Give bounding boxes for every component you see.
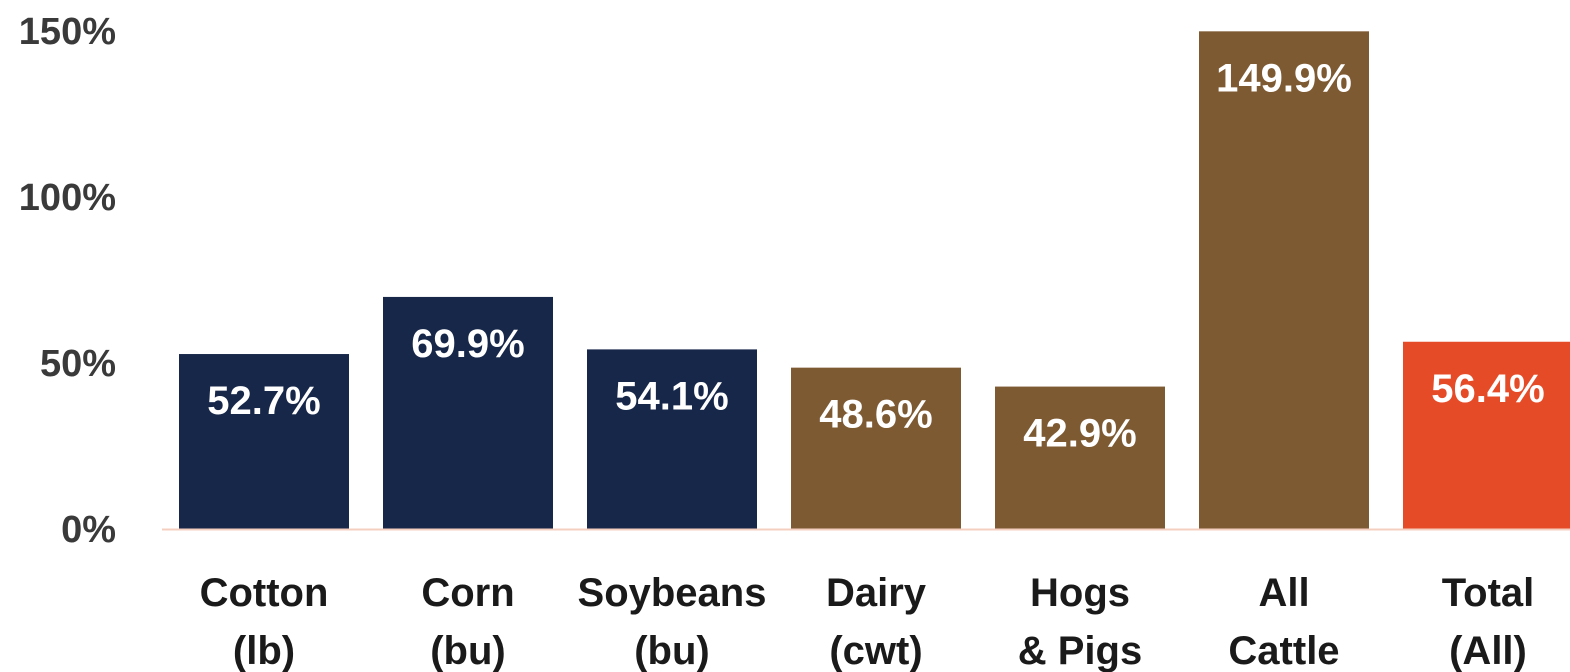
x-tick-label: Dairy: [826, 571, 927, 615]
x-tick-label: (cwt): [829, 629, 922, 672]
x-axis: Cotton (lb) Corn (bu) Soybeans (bu) Dairy (cwt)…: [200, 571, 1535, 672]
data-label: 48.6%: [819, 393, 932, 437]
bar: [995, 386, 1165, 529]
bar: [383, 296, 553, 529]
x-tick-label: Hogs: [1030, 571, 1130, 615]
data-label: 149.9%: [1216, 56, 1352, 100]
x-tick-label: Corn: [421, 571, 514, 615]
x-tick-label: (bu): [430, 629, 506, 672]
data-label: 69.9%: [411, 322, 524, 366]
x-tick-label: & Pigs: [1018, 629, 1142, 672]
y-axis: 0% 50% 100% 150%: [19, 11, 116, 551]
y-tick-label: 100%: [19, 177, 116, 219]
x-tick-label: Cotton: [200, 571, 329, 615]
x-tick-label: All: [1258, 571, 1309, 615]
bar: [587, 349, 757, 529]
x-tick-label: Soybeans: [578, 571, 767, 615]
data-label: 42.9%: [1023, 412, 1136, 456]
y-tick-label: 50%: [40, 343, 116, 385]
x-tick-label: Total: [1442, 571, 1535, 615]
x-tick-label: (All): [1449, 629, 1527, 672]
bar: [791, 367, 961, 529]
bar: [1403, 341, 1570, 529]
data-label: 52.7%: [207, 379, 320, 423]
data-label: 54.1%: [615, 374, 728, 418]
bar: [179, 354, 349, 529]
x-tick-label: Cattle: [1228, 629, 1339, 672]
data-label: 56.4%: [1431, 367, 1544, 411]
bars: 52.7% 69.9% 54.1% 48.6% 42.9% 149.9% 56.4%: [179, 31, 1570, 529]
x-tick-label: (bu): [634, 629, 710, 672]
y-tick-label: 0%: [61, 509, 116, 551]
x-tick-label: (lb): [233, 629, 295, 672]
y-tick-label: 150%: [19, 11, 116, 53]
bar: [1199, 31, 1369, 529]
